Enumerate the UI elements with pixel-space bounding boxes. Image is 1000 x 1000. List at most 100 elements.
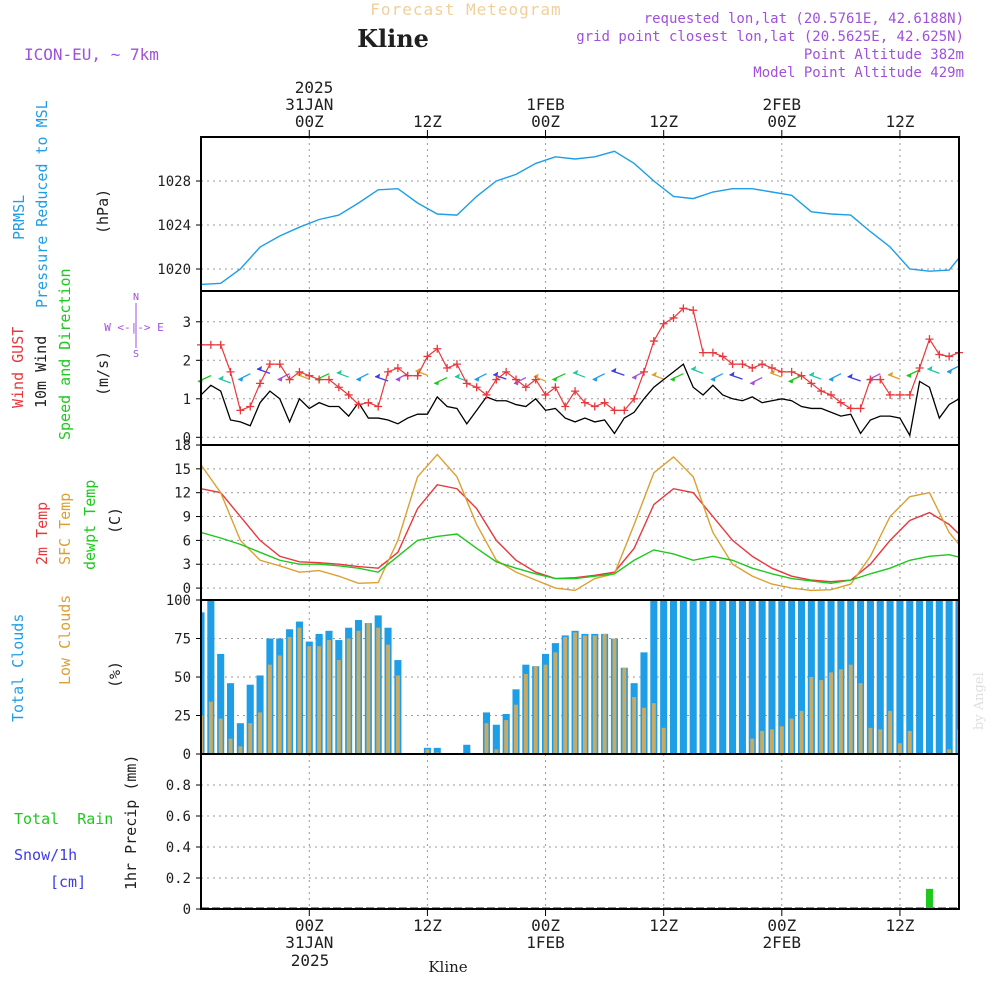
total-cloud-bar (236, 723, 244, 754)
point-altitude: Point Altitude 382m (804, 47, 964, 63)
low-cloud-bar (307, 646, 312, 754)
gust-marker (689, 306, 698, 315)
wind-arrowhead (828, 376, 834, 382)
low-cloud-bar (208, 701, 213, 754)
y-tick-label: 3 (183, 557, 191, 573)
panel-frame (200, 290, 960, 446)
bottom-hour-label: 00Z (295, 916, 324, 935)
low-cloud-bar (769, 729, 774, 754)
snow-label: Snow/1h (14, 846, 77, 864)
gust-marker (374, 402, 383, 411)
total-cloud-bar (660, 600, 668, 754)
total-cloud-bar (433, 747, 441, 754)
total-clouds-label: Total Clouds (9, 614, 27, 722)
panel-precipitation: 0 0.2 0.4 0.6 0.8 (166, 754, 959, 918)
prmsl-unit: (hPa) (94, 189, 112, 234)
panel-temperature: 0 3 6 9 12 15 18 (174, 438, 959, 600)
y-tick-label: 12 (174, 486, 191, 502)
gust-marker (512, 375, 521, 384)
low-cloud-bar (494, 749, 499, 754)
y-tick-label: 15 (174, 462, 191, 478)
gust-marker (856, 404, 865, 413)
compass-s: S (133, 349, 139, 360)
y-tick-label: 0.4 (166, 840, 191, 856)
total-cloud-bar (857, 600, 865, 754)
total-cloud-bar (916, 600, 924, 754)
wind-arrowhead (632, 374, 638, 380)
total-cloud-bar (748, 600, 756, 754)
low-cloud-bar (356, 630, 361, 754)
wind-arrowhead (888, 371, 894, 377)
gust-marker (256, 379, 265, 388)
total-cloud-bar (640, 652, 648, 754)
gust-marker (866, 375, 875, 384)
low-cloud-bar (267, 664, 272, 754)
total-cloud-bar (955, 600, 958, 754)
gust-marker (649, 337, 658, 346)
wind-arrowhead (395, 376, 401, 382)
top-hour-label: 00Z (767, 112, 796, 131)
wind-arrowhead (670, 376, 676, 382)
t2m-line (200, 483, 960, 583)
cloud-unit: (%) (106, 661, 124, 688)
total-cloud-bar (896, 600, 904, 754)
top-hour-label: 00Z (295, 112, 324, 131)
wind-arrowhead (611, 367, 617, 373)
temp-unit: (C) (106, 507, 124, 534)
low-cloud-bar (258, 712, 263, 754)
wind-arrowhead (493, 371, 499, 377)
snow-unit: [cm] (50, 873, 86, 891)
t2m-label: 2m Temp (33, 502, 51, 565)
y-tick-label: 3 (183, 315, 191, 331)
gust-marker (620, 406, 629, 415)
gust-marker (600, 398, 609, 407)
wind-arrowhead (552, 376, 558, 382)
gust-marker (433, 344, 442, 353)
total-cloud-bar (778, 600, 786, 754)
wind-arrowhead (729, 371, 735, 377)
low-cloud-bar (868, 727, 873, 754)
gust-marker (265, 360, 274, 369)
low-cloud-bar (573, 632, 578, 754)
gust-marker (472, 383, 481, 392)
gust-marker (482, 390, 491, 399)
low-cloud-bar (750, 738, 755, 754)
gust-marker (708, 348, 717, 357)
low-cloud-bar (336, 660, 341, 754)
low-cloud-bar (632, 697, 637, 754)
gust-marker (452, 360, 461, 369)
total-rain-label: Total Rain (14, 810, 113, 828)
y-tick-label: 25 (174, 709, 191, 725)
super-title: Forecast Meteogram (370, 0, 561, 19)
total-cloud-bar (738, 600, 746, 754)
gust-marker (315, 375, 324, 384)
gust-marker (836, 398, 845, 407)
low-cloud-bar (514, 704, 518, 754)
gust-marker (945, 352, 954, 361)
wind-arrowhead (474, 376, 480, 382)
wind-speed-dir-label: Speed and Direction (56, 268, 74, 440)
total-cloud-bar (768, 600, 776, 754)
total-cloud-bar (669, 600, 678, 754)
top-hour-label: 12Z (885, 112, 914, 131)
gust-marker (561, 402, 570, 411)
top-hour-label: 00Z (531, 112, 560, 131)
wind-arrowhead (375, 373, 381, 379)
gust-marker (571, 387, 580, 396)
gust-marker (876, 375, 885, 384)
low-cloud-bar (592, 635, 597, 754)
low-cloud-bar (287, 636, 292, 754)
low-cloud-bar (563, 636, 568, 754)
low-cloud-bar (317, 646, 322, 754)
low-cloud-bar (809, 677, 814, 754)
gust-marker (443, 364, 452, 372)
total-cloud-bar (876, 600, 884, 754)
gust-marker (246, 402, 255, 411)
wind-arrowhead (573, 369, 578, 375)
wind-arrowhead (691, 365, 697, 371)
total-cloud-bar (492, 724, 500, 754)
panel-wind: 0 1 2 3 (183, 291, 959, 446)
wind-arrowhead (788, 378, 794, 384)
low-cloud-bar (957, 729, 959, 754)
